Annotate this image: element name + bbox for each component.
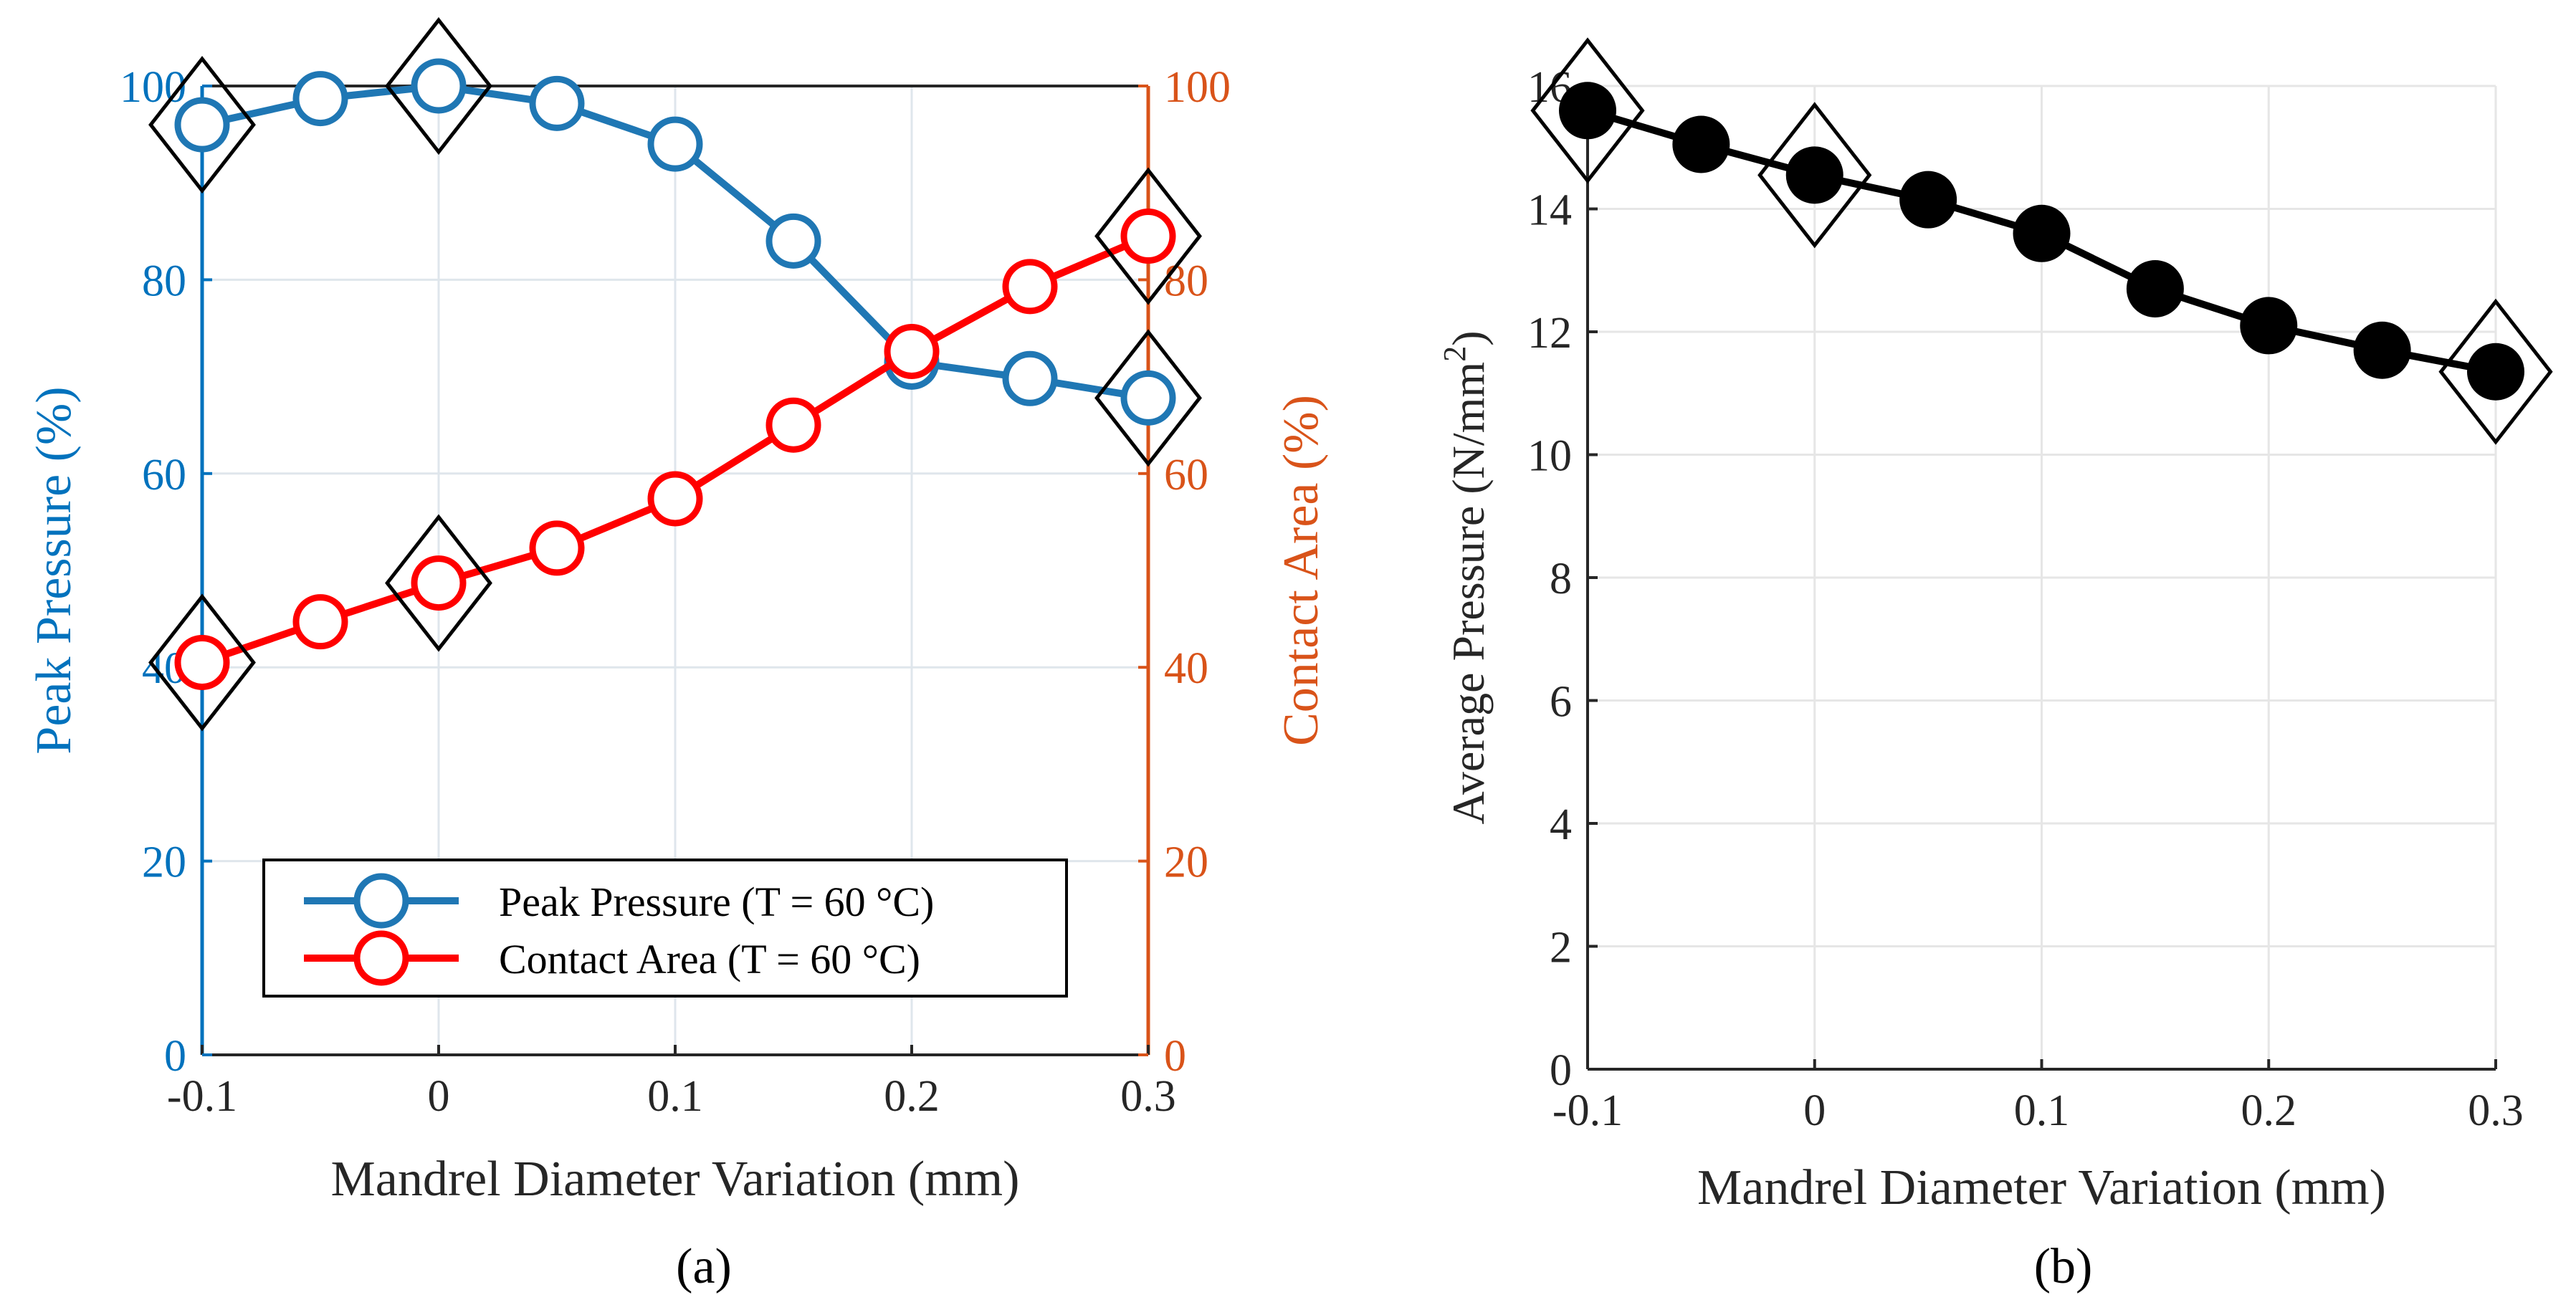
data-point-average-pressure <box>1899 171 1957 229</box>
y-tick-label: 0 <box>1550 1046 1572 1095</box>
data-point-average-pressure <box>1672 115 1730 173</box>
x-tick-label: 0.2 <box>884 1072 940 1121</box>
data-point-contact-area <box>1120 209 1176 264</box>
y-tick-label: 2 <box>1550 924 1572 972</box>
y-tick-label: 14 <box>1527 186 1572 235</box>
x-tick-label: 0 <box>428 1072 450 1121</box>
panel-a-chart: -0.1 0 0.1 0.2 0.3020406080100020406080100Ma… <box>27 16 1329 1294</box>
y-axis-label-left: Peak Pressure (%) <box>27 386 82 754</box>
data-point-contact-area <box>292 594 348 650</box>
y-tick-label-right: 0 <box>1164 1032 1186 1081</box>
highlight-diamond <box>148 56 256 194</box>
highlight-diamond <box>148 593 256 732</box>
data-point-peak-pressure <box>1002 350 1058 406</box>
y-tick-label: 10 <box>1527 432 1572 481</box>
highlight-diamond <box>1757 102 1872 249</box>
x-tick-label: 0.1 <box>2014 1086 2070 1135</box>
y-tick-label-left: 100 <box>120 63 186 112</box>
x-axis-label: Mandrel Diameter Variation (mm) <box>1697 1160 2386 1215</box>
data-point-peak-pressure <box>411 58 467 114</box>
x-tick-label: -0.1 <box>1552 1086 1623 1135</box>
data-point-contact-area <box>529 520 585 576</box>
data-point-peak-pressure <box>529 75 585 131</box>
x-tick-label: 0.3 <box>2468 1086 2524 1135</box>
y-tick-label: 4 <box>1550 800 1572 849</box>
data-point-average-pressure <box>1785 146 1843 204</box>
data-point-average-pressure <box>2126 259 2184 317</box>
data-point-contact-area <box>647 471 703 527</box>
data-point-average-pressure <box>2353 321 2411 379</box>
panel-label-b: (b) <box>2034 1239 2093 1294</box>
x-axis-label: Mandrel Diameter Variation (mm) <box>331 1152 1020 1207</box>
y-tick-label-right: 20 <box>1164 838 1208 887</box>
legend-label: Contact Area (T = 60 °C) <box>499 936 920 982</box>
data-point-contact-area <box>174 634 230 690</box>
x-tick-label: 0.2 <box>2241 1086 2297 1135</box>
highlight-diamond <box>1530 37 1645 184</box>
highlight-diamond <box>385 16 492 156</box>
data-point-contact-area <box>765 397 821 453</box>
data-point-average-pressure <box>2467 343 2524 401</box>
x-tick-label: 0 <box>1803 1086 1826 1135</box>
data-point-peak-pressure <box>647 116 703 172</box>
x-tick-label: 0.3 <box>1120 1072 1176 1121</box>
y-axis-label-end: ) <box>1443 330 1494 345</box>
highlight-diamond <box>2438 298 2553 445</box>
data-point-average-pressure <box>2013 204 2071 262</box>
data-point-peak-pressure <box>765 213 821 269</box>
y-axis-label-main: Average Pressure (N/mm <box>1443 362 1494 825</box>
y-tick-label-right: 80 <box>1164 257 1208 305</box>
data-point-average-pressure <box>1559 82 1616 140</box>
y-tick-label: 6 <box>1550 678 1572 727</box>
panel-label-a: (a) <box>676 1239 732 1294</box>
data-point-contact-area <box>884 323 940 379</box>
highlight-diamond <box>1094 167 1202 305</box>
y-axis-label-sup: 2 <box>1437 346 1472 362</box>
y-tick-label: 8 <box>1550 555 1572 603</box>
data-point-average-pressure <box>2240 297 2298 355</box>
y-tick-label-right: 60 <box>1164 451 1208 499</box>
y-tick-label-left: 0 <box>164 1032 186 1081</box>
y-tick-label-left: 80 <box>142 257 186 305</box>
data-point-contact-area <box>411 555 467 611</box>
x-tick-label: 0.1 <box>647 1072 703 1121</box>
legend-label: Peak Pressure (T = 60 °C) <box>499 879 934 925</box>
data-point-peak-pressure <box>292 71 348 127</box>
y-tick-label-left: 60 <box>142 451 186 499</box>
legend-marker <box>353 930 409 986</box>
data-point-peak-pressure <box>174 97 230 153</box>
y-tick-label-right: 40 <box>1164 644 1208 693</box>
highlight-diamond <box>1094 329 1202 467</box>
data-point-peak-pressure <box>1120 370 1176 426</box>
y-tick-label: 12 <box>1527 309 1572 358</box>
y-tick-label-left: 20 <box>142 838 186 887</box>
legend-marker <box>353 873 409 929</box>
y-tick-label-right: 100 <box>1164 63 1231 112</box>
highlight-diamond <box>385 514 492 652</box>
data-point-contact-area <box>1002 259 1058 315</box>
y-axis-label: Average Pressure (N/mm2) <box>1437 330 1494 824</box>
x-tick-label: -0.1 <box>167 1072 237 1121</box>
y-axis-label-right: Contact Area (%) <box>1274 395 1329 746</box>
